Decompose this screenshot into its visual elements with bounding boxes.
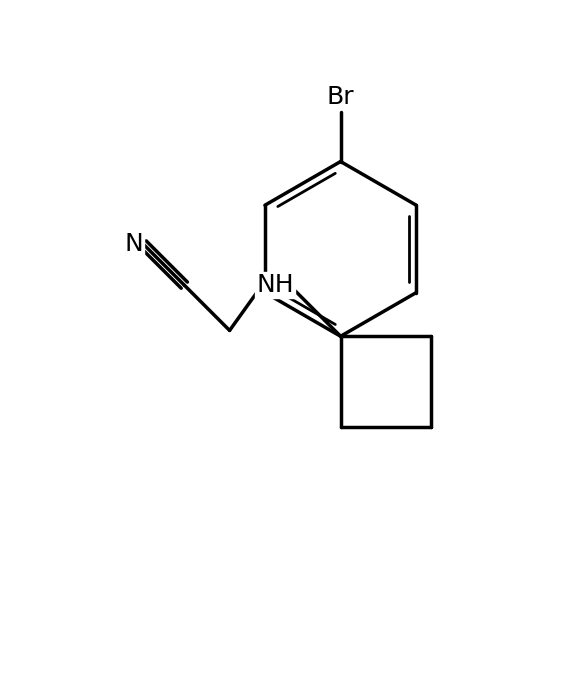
Text: Br: Br <box>327 85 355 109</box>
Text: NH: NH <box>256 273 294 297</box>
Text: N: N <box>125 232 143 256</box>
